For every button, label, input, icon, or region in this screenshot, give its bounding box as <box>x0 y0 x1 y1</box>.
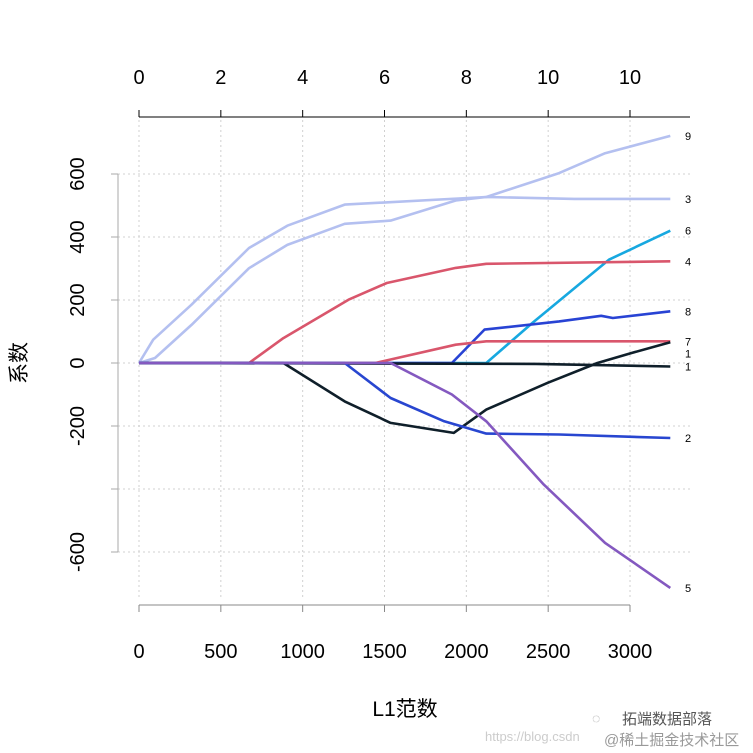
series-line-2 <box>139 361 671 440</box>
watermark-url: https://blog.csdn <box>485 729 580 744</box>
curve-label-9: 9 <box>685 131 691 143</box>
top-tick-label: 6 <box>379 67 390 89</box>
watermark-brand: 拓端数据部落 <box>622 711 713 728</box>
y-tick-label: 600 <box>67 157 89 190</box>
curve-label-1: 1 <box>685 361 691 373</box>
x-tick-label: 1500 <box>362 641 407 663</box>
x-tick-label: 500 <box>204 641 237 663</box>
y-tick-label: -600 <box>67 532 89 572</box>
curve-label-4: 4 <box>685 256 691 268</box>
top-tick-label: 2 <box>215 67 226 89</box>
y-tick-label: 0 <box>67 357 89 368</box>
y-tick-label: 200 <box>67 283 89 316</box>
y-tick-label: -200 <box>67 406 89 446</box>
top-tick-label: 0 <box>133 67 144 89</box>
series-line-1 <box>139 340 671 435</box>
x-tick-label: 2500 <box>526 641 571 663</box>
y-axis-title: 系数 <box>8 342 31 384</box>
x-tick-label: 0 <box>133 641 144 663</box>
curve-label-2: 2 <box>685 433 691 445</box>
top-tick-label: 10 <box>619 67 641 89</box>
x-tick-label: 1000 <box>280 641 325 663</box>
curve-label-3: 3 <box>685 194 691 206</box>
wechat-icon: ◌ <box>592 710 601 726</box>
watermark-site: @稀土掘金技术社区 <box>604 732 740 749</box>
top-tick-label: 10 <box>537 67 559 89</box>
curve-label-7: 7 <box>685 336 691 348</box>
axes: 0 500 1000 1500 2000 2500 30006004002000-200-6… <box>67 67 690 663</box>
series-line-7 <box>139 340 671 365</box>
curve-label-1: 1 <box>685 348 691 360</box>
top-tick-label: 4 <box>297 67 308 89</box>
curve-label-8: 8 <box>685 306 691 318</box>
series-line-4 <box>139 260 671 365</box>
x-tick-label: 3000 <box>608 641 653 663</box>
y-tick-label: 400 <box>67 220 89 253</box>
series-group <box>137 134 672 589</box>
series-line-5 <box>139 361 672 589</box>
top-tick-label: 8 <box>461 67 472 89</box>
series-line-9 <box>138 134 671 365</box>
series-line-3 <box>137 195 671 364</box>
curve-label-6: 6 <box>685 226 691 238</box>
curve-label-5: 5 <box>685 583 691 595</box>
x-axis-title: L1范数 <box>372 698 437 721</box>
x-tick-label: 2000 <box>444 641 489 663</box>
